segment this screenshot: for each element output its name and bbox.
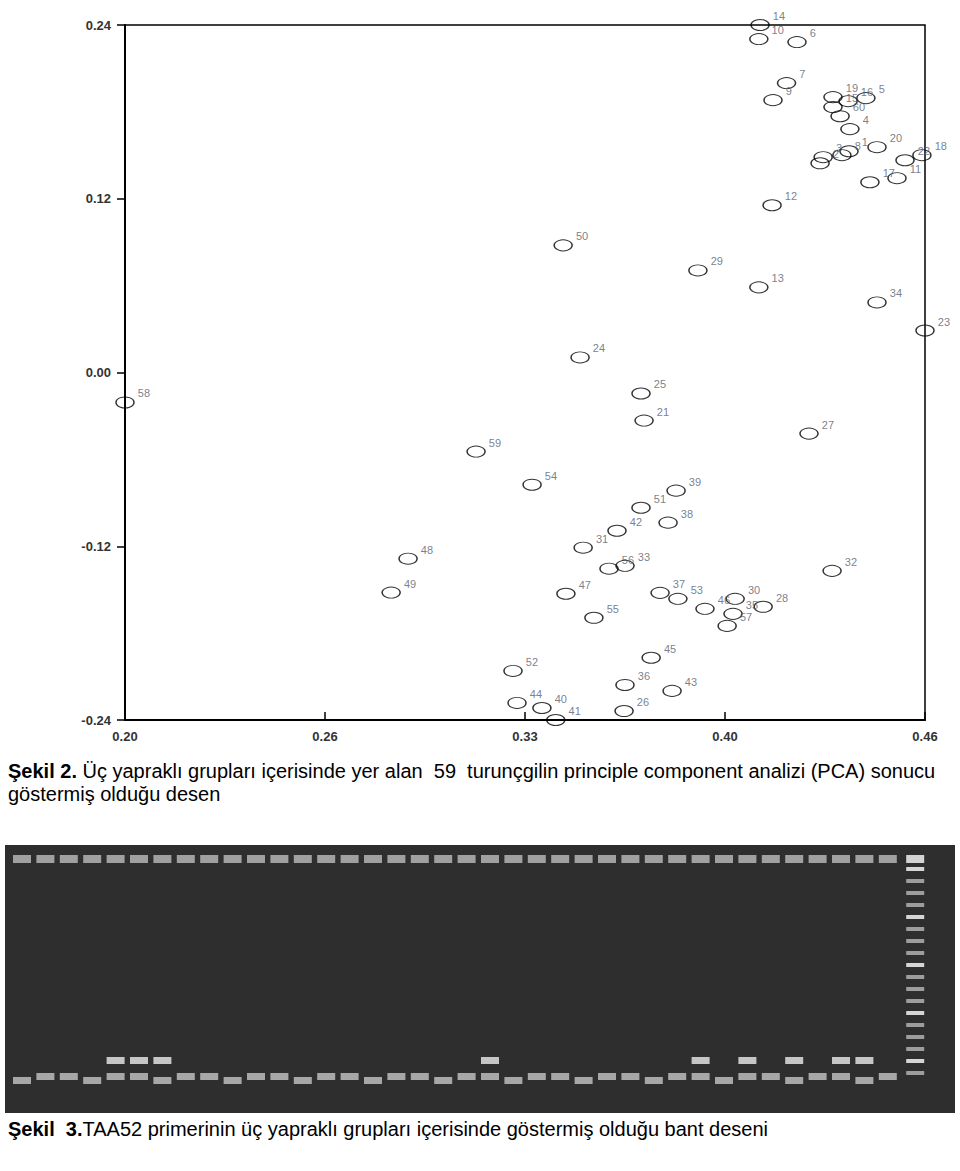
svg-text:7: 7 <box>799 68 805 80</box>
svg-text:0.24: 0.24 <box>86 18 112 33</box>
svg-text:2: 2 <box>833 148 839 160</box>
svg-text:58: 58 <box>138 387 150 399</box>
svg-text:59: 59 <box>489 437 501 449</box>
svg-text:23: 23 <box>938 316 950 328</box>
svg-text:55: 55 <box>607 603 619 615</box>
svg-text:16: 16 <box>861 86 873 98</box>
svg-text:5: 5 <box>879 83 885 95</box>
svg-text:41: 41 <box>569 705 581 717</box>
svg-text:57: 57 <box>740 611 752 623</box>
svg-text:0.26: 0.26 <box>312 729 337 744</box>
svg-text:25: 25 <box>654 378 666 390</box>
svg-text:56: 56 <box>622 554 634 566</box>
svg-text:27: 27 <box>822 419 834 431</box>
svg-text:33: 33 <box>638 551 650 563</box>
svg-text:17: 17 <box>883 167 895 179</box>
svg-text:0.00: 0.00 <box>86 365 111 380</box>
svg-text:38: 38 <box>681 508 693 520</box>
svg-text:12: 12 <box>785 190 797 202</box>
svg-text:18: 18 <box>935 140 947 152</box>
svg-text:14: 14 <box>773 10 785 22</box>
svg-text:48: 48 <box>421 544 433 556</box>
svg-text:50: 50 <box>576 230 588 242</box>
svg-text:53: 53 <box>691 584 703 596</box>
svg-text:29: 29 <box>711 255 723 267</box>
svg-text:10: 10 <box>772 24 784 36</box>
svg-text:44: 44 <box>530 688 542 700</box>
svg-text:4: 4 <box>863 114 869 126</box>
svg-text:0.40: 0.40 <box>712 729 737 744</box>
svg-text:34: 34 <box>890 287 902 299</box>
svg-text:45: 45 <box>664 643 676 655</box>
svg-text:30: 30 <box>748 584 760 596</box>
svg-text:0.33: 0.33 <box>512 729 537 744</box>
svg-text:11: 11 <box>910 163 921 175</box>
svg-text:15: 15 <box>845 92 858 105</box>
svg-text:21: 21 <box>657 406 669 418</box>
svg-text:3: 3 <box>835 142 842 155</box>
svg-text:-0.12: -0.12 <box>81 539 111 554</box>
svg-text:6: 6 <box>810 27 816 39</box>
svg-text:36: 36 <box>638 670 650 682</box>
svg-text:1: 1 <box>862 136 868 148</box>
svg-text:60: 60 <box>853 101 865 113</box>
html-text:Şekil 2. Üç yapraklı grupları: Şekil 2. Üç yapraklı grupları içerisinde… <box>8 760 941 805</box>
svg-text:0.20: 0.20 <box>112 729 137 744</box>
svg-text:0.46: 0.46 <box>912 729 937 744</box>
svg-text:8: 8 <box>855 140 861 152</box>
svg-text:49: 49 <box>404 578 416 590</box>
svg-text:24: 24 <box>593 342 605 354</box>
svg-text:22: 22 <box>918 145 930 157</box>
svg-text:9: 9 <box>786 85 792 97</box>
svg-text:46: 46 <box>718 594 730 606</box>
svg-text:-0.24: -0.24 <box>81 713 111 728</box>
html-text:Şekil 3. TAA52 primerinin üç y: Şekil 3. TAA52 primerinin üç yapraklı gr… <box>8 1118 768 1140</box>
svg-text:0.12: 0.12 <box>86 191 111 206</box>
svg-text:54: 54 <box>545 470 557 482</box>
svg-text:26: 26 <box>637 696 649 708</box>
svg-text:40: 40 <box>555 693 567 705</box>
svg-text:13: 13 <box>772 272 784 284</box>
svg-text:47: 47 <box>579 579 591 591</box>
svg-text:37: 37 <box>673 578 685 590</box>
svg-text:43: 43 <box>685 676 697 688</box>
svg-text:42: 42 <box>630 516 642 528</box>
svg-text:52: 52 <box>526 656 538 668</box>
svg-text:31: 31 <box>596 533 608 545</box>
svg-text:20: 20 <box>890 132 902 144</box>
svg-text:51: 51 <box>654 493 666 505</box>
svg-text:35: 35 <box>746 599 758 611</box>
svg-text:19: 19 <box>845 82 858 95</box>
svg-text:39: 39 <box>689 476 701 488</box>
svg-text:32: 32 <box>845 556 857 568</box>
svg-text:28: 28 <box>776 592 788 604</box>
